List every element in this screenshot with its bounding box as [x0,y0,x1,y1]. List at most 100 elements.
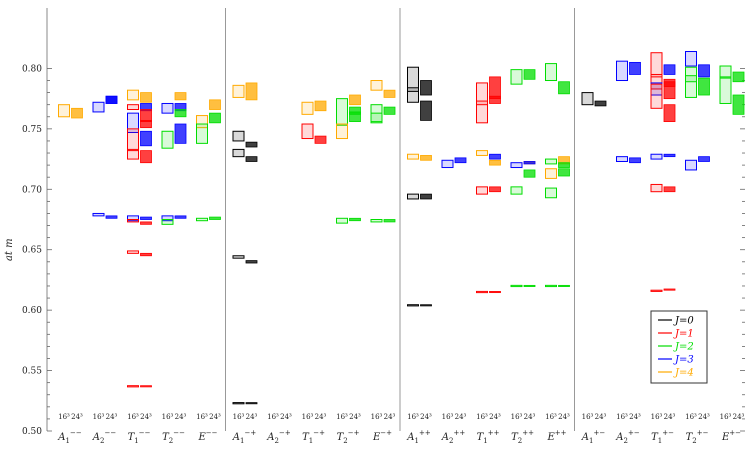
data-box-16 [232,130,245,142]
volume-label: 16³ [336,413,348,421]
data-box-24 [629,61,641,75]
data-box-24 [420,100,432,121]
volume-label: 24³ [280,413,292,421]
data-box-24 [420,304,432,307]
data-box-24 [209,112,221,124]
legend-label: J=3 [673,355,694,366]
data-box-16 [196,217,208,222]
data-box-16 [92,212,105,217]
volume-label: 16³ [616,413,628,421]
data-box-24 [140,119,152,129]
volume-label: 24³ [140,413,152,421]
data-box-16 [407,87,419,103]
data-box-24 [140,221,152,225]
data-box-24 [663,153,676,158]
volume-label: 16³ [442,413,454,421]
data-box-16 [545,63,557,82]
data-box-24 [523,169,536,178]
data-box-24 [489,159,501,166]
data-box-24 [174,123,187,144]
data-box-24 [732,71,745,83]
data-box-16 [476,100,488,124]
data-box-16 [161,219,174,225]
irrep-label: A1++ [406,429,431,445]
data-box-24 [489,291,501,294]
y-tick-label: 0.70 [22,185,42,195]
volume-label: 24³ [209,413,221,421]
volume-label: 16³ [302,413,314,421]
volume-label: 16³ [162,413,174,421]
irrep-label: E−− [197,429,217,443]
irrep-label: T1++ [477,429,500,445]
data-box-24 [629,157,641,164]
data-box-16 [127,215,139,222]
data-box-16 [407,153,419,160]
data-box-16 [407,304,419,307]
volume-label: 24³ [175,413,187,421]
data-box-24 [523,161,536,165]
volume-label: 24³ [384,413,396,421]
volume-label: 16³ [651,413,663,421]
data-box-24 [454,157,467,164]
data-box-16 [719,76,732,104]
data-box-24 [594,100,607,107]
data-box-24 [105,215,118,219]
data-box-24 [140,150,152,164]
data-box-16 [336,217,348,224]
data-box-24 [245,82,258,101]
data-box-16 [127,385,139,388]
data-box-24 [663,64,676,75]
volume-label: 16³ [267,413,279,421]
irrep-label: A2++ [441,429,466,445]
data-box-24 [663,104,676,123]
data-box-24 [523,284,536,287]
legend-box [650,310,708,384]
volume-label: 24³ [664,413,676,421]
data-box-16 [476,290,488,294]
volume-label: 24³ [489,413,501,421]
data-box-24 [420,80,432,96]
volume-label: 24³ [698,413,710,421]
legend: J=0 J=1 J=2 J=3 J=4 [650,310,708,384]
data-box-24 [558,284,570,287]
legend-label: J=4 [673,368,694,379]
volume-label: 24³ [106,413,118,421]
volume-label: 24³ [629,413,641,421]
irrep-label: A2−+ [266,429,291,445]
volume-label: 16³ [233,413,245,421]
data-box-24 [245,141,258,148]
data-box-16 [545,284,557,288]
data-box-24 [383,106,396,115]
data-box-24 [663,288,676,291]
data-box-24 [245,156,258,162]
data-box-16 [407,193,419,200]
data-box-24 [558,81,570,95]
volume-label: 24³ [71,413,83,421]
data-box-24 [523,69,536,80]
y-tick-label: 0.55 [22,367,42,377]
data-box-24 [174,109,187,118]
data-box-24 [489,153,501,160]
volume-label: 16³ [93,413,105,421]
data-box-16 [545,187,557,199]
volume-label: 24³ [246,413,258,421]
y-tick-label: 0.50 [22,427,42,437]
data-box-16 [685,66,697,83]
data-box-24 [314,135,327,144]
data-box-24 [698,77,710,96]
data-box-16 [92,101,105,113]
data-box-16 [196,123,208,144]
irrep-label: T2++ [511,429,534,445]
data-box-24 [558,162,570,168]
volume-label: 24³ [524,413,536,421]
data-box-16 [58,104,70,118]
volume-label: 16³ [545,413,557,421]
y-tick-label: 0.65 [22,246,42,256]
data-box-24 [383,89,396,98]
volume-label: 24³ [733,413,745,421]
data-box-16 [370,112,383,124]
data-box-24 [314,100,327,112]
data-box-16 [685,75,697,98]
